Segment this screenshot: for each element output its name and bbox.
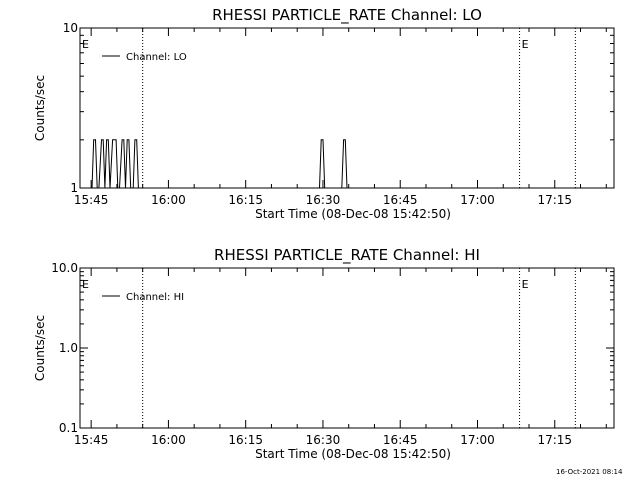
x-tick-label: 17:00	[460, 433, 495, 447]
x-tick-label: 17:15	[537, 193, 572, 207]
x-tick-label: 16:00	[151, 433, 186, 447]
event-flag-label: E	[82, 38, 89, 51]
x-tick-label: 15:45	[74, 193, 109, 207]
x-tick-label: 16:15	[228, 193, 263, 207]
chart-panel-2: RHESSI PARTICLE_RATE Channel: HI 0.1 1.0 10…	[33, 246, 615, 461]
chart-title: RHESSI PARTICLE_RATE Channel: LO	[212, 6, 482, 25]
y-axis-label: Counts/sec	[33, 75, 47, 141]
event-flag-label: E	[522, 278, 529, 291]
x-tick-label: 16:45	[383, 193, 418, 207]
x-tick-label: 15:45	[74, 433, 109, 447]
y-tick-label: 10	[63, 21, 78, 35]
y-axis-label: Counts/sec	[33, 315, 47, 381]
x-tick-label: 16:30	[306, 433, 341, 447]
x-tick-label: 16:00	[151, 193, 186, 207]
x-tick-label: 16:15	[228, 433, 263, 447]
x-axis-label: Start Time (08-Dec-08 15:42:50)	[255, 447, 451, 461]
event-flag-label: E	[522, 38, 529, 51]
x-tick-label: 16:45	[383, 433, 418, 447]
chart-title: RHESSI PARTICLE_RATE Channel: HI	[214, 246, 480, 265]
y-tick-label: 1	[70, 181, 78, 195]
y-tick-label: 1.0	[59, 341, 78, 355]
series-line-1	[91, 139, 349, 189]
chart-panel-1: RHESSI PARTICLE_RATE Channel: LO 1 10 Count…	[33, 6, 615, 221]
x-tick-label: 16:30	[306, 193, 341, 207]
event-flag-label: E	[82, 278, 89, 291]
y-tick-label: 0.1	[59, 421, 78, 435]
x-axis-label: Start Time (08-Dec-08 15:42:50)	[255, 207, 451, 221]
x-tick-label: 17:15	[537, 433, 572, 447]
legend-entry: Channel: LO	[126, 52, 187, 63]
legend-entry: Channel: HI	[126, 292, 184, 303]
y-tick-label: 10.0	[51, 261, 78, 275]
timestamp-label: 16-Oct-2021 08:14	[556, 468, 623, 476]
x-tick-label: 17:00	[460, 193, 495, 207]
